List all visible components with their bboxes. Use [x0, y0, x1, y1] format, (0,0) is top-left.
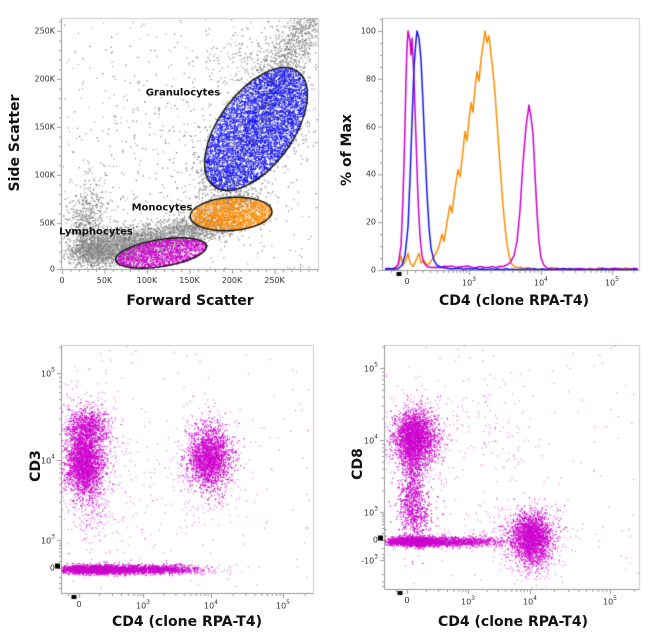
y-tick-label: 80 [365, 74, 376, 84]
x-tick-label: 200K [221, 276, 243, 285]
x-tick-label: 103 [135, 599, 151, 611]
x-tick-label: 105 [602, 595, 618, 607]
x-tick-label: 100K [136, 276, 158, 285]
y-tick-label: 100 [360, 26, 376, 36]
granulocytes-gate-label: Granulocytes [145, 87, 221, 99]
cd4-axis-title-top: CD4 (clone RPA-T4) [439, 293, 589, 309]
y-tick-label: 150K [34, 122, 55, 132]
y-tick-label: 40 [365, 169, 376, 179]
x-tick-label: 0 [404, 596, 410, 605]
x-tick-label: 0 [404, 277, 410, 286]
y-tick-label: 0 [370, 265, 376, 275]
y-tick-label: 104 [40, 453, 55, 466]
y-tick-label: 50K [39, 218, 55, 228]
ssc-axis-title: Side Scatter [7, 94, 23, 192]
pct-max-axis-title: % of Max [339, 114, 355, 186]
fsc-axis-title: Forward Scatter [126, 293, 254, 309]
y-tick-label: -103 [361, 553, 378, 566]
cd8-axis-title: CD8 [350, 448, 366, 480]
cd4-axis-title-bottom-left: CD4 (clone RPA-T4) [112, 614, 262, 630]
y-tick-label: 0 [372, 535, 378, 545]
monocytes-gate-label: Monocytes [131, 202, 193, 214]
y-tick-label: 250K [34, 26, 55, 36]
x-tick-label: 250K [264, 276, 285, 285]
x-tick-label: 104 [533, 276, 549, 288]
x-tick-label: 0 [59, 276, 65, 285]
y-tick-label: 0 [49, 264, 55, 274]
y-tick-label: 20 [365, 217, 376, 227]
x-tick-label: 103 [460, 595, 476, 607]
x-tick-label: 105 [604, 276, 620, 288]
x-tick-label: 104 [522, 595, 538, 607]
y-tick-label: 60 [365, 122, 376, 132]
cd4-axis-title-bottom-right: CD4 (clone RPA-T4) [438, 614, 588, 630]
y-tick-label: 103 [363, 505, 378, 518]
x-tick-label: 103 [461, 276, 477, 288]
x-tick-label: 104 [203, 599, 219, 611]
lymphocytes-gate-label: Lymphocytes [59, 226, 133, 238]
y-tick-label: 0 [49, 563, 55, 573]
y-tick-label: 104 [363, 433, 378, 446]
x-tick-label: 0 [76, 600, 82, 609]
x-tick-label: 150K [179, 276, 200, 285]
x-tick-label: 105 [275, 599, 291, 611]
y-tick-label: 100K [34, 170, 55, 180]
y-tick-label: 105 [40, 366, 55, 379]
y-tick-label: 200K [34, 74, 55, 84]
y-tick-label: 105 [363, 361, 378, 374]
x-tick-label: 50K [96, 276, 113, 285]
y-tick-label: 103 [40, 533, 55, 546]
